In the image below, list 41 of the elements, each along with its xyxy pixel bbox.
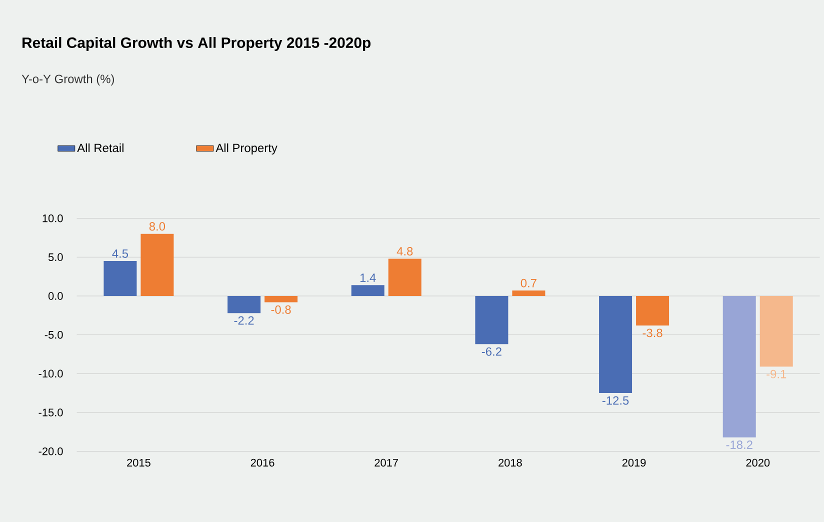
bar (599, 296, 632, 394)
data-label: 4.5 (112, 249, 128, 258)
data-label: 0.7 (520, 278, 536, 288)
bar (228, 296, 261, 314)
legend-label: All Retail (77, 143, 124, 152)
bar (636, 296, 670, 326)
bar (140, 234, 174, 296)
data-label: 1.4 (360, 274, 376, 282)
y-tick-label: -15.0 (38, 408, 63, 416)
bar (388, 258, 422, 296)
data-label: -9.1 (766, 370, 786, 378)
data-label: -3.8 (642, 328, 662, 338)
chart-subtitle: Y-o-Y Growth (%) (22, 74, 114, 86)
chart-title: Retail Capital Growth vs All Property 2015 -2020p (22, 37, 371, 51)
y-tick-label: 5.0 (48, 253, 63, 262)
bar (264, 296, 298, 302)
y-tick-label: -10.0 (38, 370, 63, 378)
y-tick-label: 0.0 (48, 292, 63, 300)
bar (722, 296, 756, 438)
x-tick-label: 2020 (746, 458, 770, 467)
y-tick-label: -5.0 (44, 330, 63, 339)
y-tick-label: 10.0 (42, 214, 63, 222)
data-label: 4.8 (396, 247, 413, 256)
data-label: -12.5 (602, 396, 629, 405)
x-tick-label: 2016 (250, 458, 274, 467)
data-label: 8.0 (149, 222, 166, 231)
x-tick-label: 2015 (127, 458, 150, 467)
bar (512, 290, 546, 296)
bar (475, 296, 508, 344)
data-label: -18.2 (726, 440, 752, 449)
bar (760, 296, 793, 367)
legend-label: All Property (216, 143, 278, 155)
bar (351, 285, 384, 296)
x-tick-label: 2017 (374, 458, 398, 467)
bar (104, 261, 137, 296)
data-label: -6.2 (482, 347, 502, 356)
x-tick-label: 2018 (498, 458, 522, 467)
y-tick-label: -20.0 (38, 447, 63, 456)
x-tick-label: 2019 (622, 458, 646, 467)
data-label: -0.8 (271, 305, 291, 314)
data-label: -2.2 (234, 316, 254, 325)
